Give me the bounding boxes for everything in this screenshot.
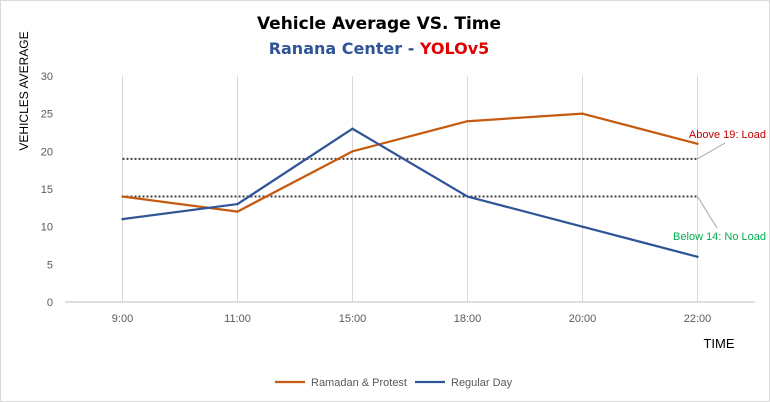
series-lines (121, 112, 699, 258)
subtitle-separator: - (402, 39, 420, 58)
data-point (696, 142, 699, 145)
data-point (466, 120, 469, 123)
y-tick-label: 5 (47, 259, 53, 271)
data-point (466, 195, 469, 198)
chart-subtitle: Ranana Center - YOLOv5 (269, 39, 490, 58)
data-point (236, 202, 239, 206)
x-axis-ticks: 9:00 11:00 15:00 18:00 20:00 22:00 (112, 313, 711, 325)
x-tick-label: 11:00 (224, 313, 251, 325)
threshold-label: Above 19: Load (689, 129, 766, 141)
legend-label: Regular Day (451, 377, 513, 389)
series-line (122, 127, 698, 258)
data-point (351, 127, 354, 130)
threshold-leader-line (697, 142, 726, 160)
y-tick-label: 30 (41, 71, 53, 83)
y-tick-label: 20 (41, 146, 53, 158)
x-tick-label: 22:00 (684, 313, 712, 325)
data-point (351, 150, 354, 153)
threshold-label: Below 14: No Load (673, 231, 766, 243)
chart-title: Vehicle Average VS. Time (257, 14, 501, 34)
subtitle-location: Ranana Center (269, 39, 403, 58)
x-tick-label: 18:00 (454, 313, 482, 325)
grid-lines (65, 76, 755, 303)
x-tick-label: 9:00 (112, 313, 133, 325)
y-axis-ticks: 0 5 10 15 20 25 30 (41, 71, 53, 309)
x-axis-title: TIME (703, 336, 734, 351)
legend: Ramadan & Protest Regular Day (275, 377, 513, 389)
subtitle-model: YOLOv5 (419, 39, 489, 58)
threshold-leader-line (697, 196, 718, 229)
data-point (121, 217, 124, 221)
data-point (581, 225, 584, 228)
y-tick-label: 15 (41, 184, 53, 196)
series-line (122, 112, 698, 213)
y-tick-label: 10 (41, 222, 53, 234)
y-tick-label: 0 (47, 297, 53, 309)
x-tick-label: 15:00 (339, 313, 367, 325)
y-axis-title: VEHICLES AVERAGE (17, 31, 31, 150)
legend-label: Ramadan & Protest (311, 377, 407, 389)
data-point (581, 112, 584, 115)
data-point (696, 255, 699, 258)
data-point (121, 195, 124, 198)
data-point (236, 210, 239, 213)
x-tick-label: 20:00 (569, 313, 597, 325)
threshold-lines: Above 19: Load Below 14: No Load (122, 129, 766, 243)
y-tick-label: 25 (41, 109, 53, 121)
